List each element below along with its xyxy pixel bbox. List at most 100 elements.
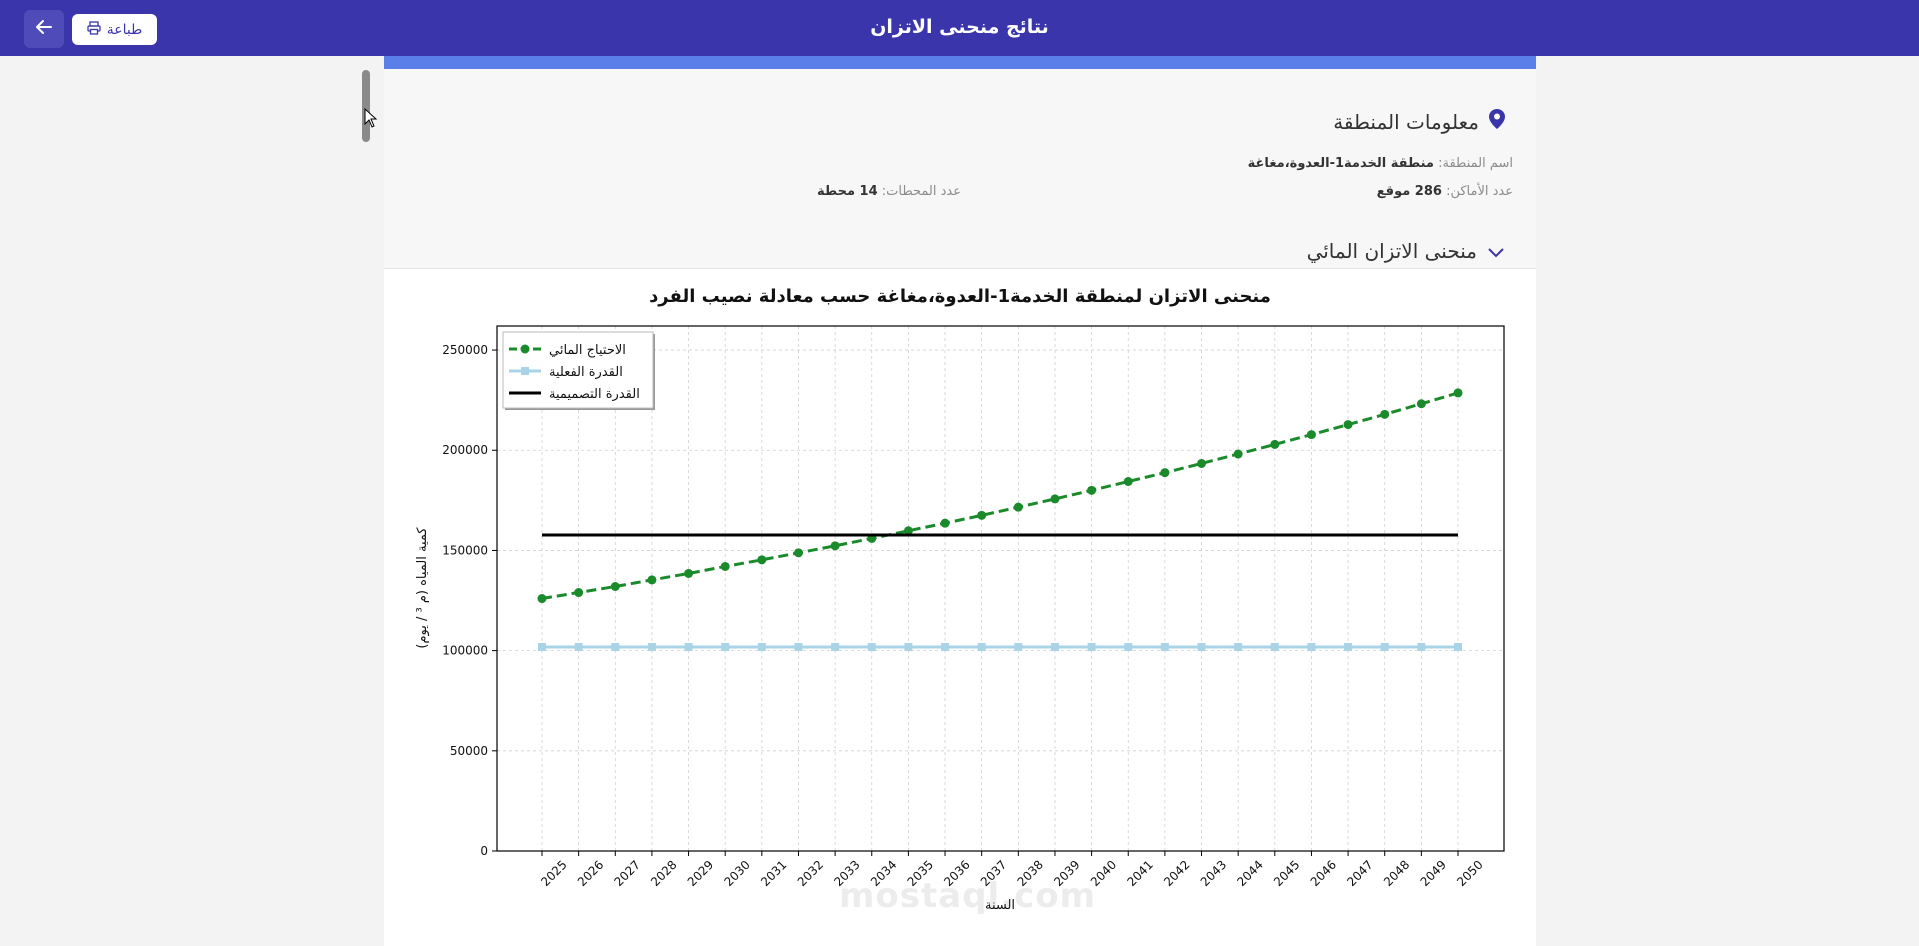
back-button[interactable] <box>24 10 64 48</box>
x-tick-label: 2027 <box>612 858 643 889</box>
legend-marker-actual <box>521 367 529 375</box>
water-demand-point <box>1160 468 1170 478</box>
chart-series <box>537 388 1463 652</box>
water-demand-point <box>1233 449 1243 459</box>
water-demand-point <box>1123 476 1133 486</box>
stations-count-value: 14 محطة <box>817 184 878 199</box>
page-title: نتائج منحنى الاتزان <box>870 16 1049 38</box>
x-tick-label: 2025 <box>538 858 569 889</box>
legend-label: القدرة التصميمية <box>549 387 640 402</box>
actual-capacity-point <box>794 643 803 652</box>
actual-capacity-point <box>1124 643 1133 652</box>
arrow-left-icon <box>35 18 53 40</box>
water-demand-point <box>537 594 547 604</box>
water-demand-point <box>977 510 987 520</box>
results-card: معلومات المنطقة اسم المنطقة: منطقة الخدم… <box>384 56 1536 946</box>
water-demand-point <box>1197 458 1207 468</box>
actual-capacity-point <box>867 643 876 652</box>
print-label: طباعة <box>106 21 143 38</box>
top-app-bar: نتائج منحنى الاتزان طباعة <box>0 0 1919 56</box>
water-demand-point <box>793 548 803 558</box>
water-demand-point <box>574 588 584 598</box>
legend-label: الاحتياج المائي <box>549 343 626 358</box>
card-accent-bar <box>384 56 1536 69</box>
actual-capacity-point <box>647 643 656 652</box>
printer-icon <box>87 20 101 39</box>
actual-capacity-point <box>1050 643 1059 652</box>
x-tick-label: 2046 <box>1308 858 1339 889</box>
x-tick-label: 2029 <box>685 858 716 889</box>
water-demand-point <box>940 518 950 528</box>
y-tick-label: 0 <box>480 844 488 858</box>
water-demand-point <box>1050 494 1060 504</box>
region-info-title: معلومات المنطقة <box>1333 109 1479 134</box>
actual-capacity-point <box>1160 643 1169 652</box>
chart-legend: الاحتياج المائي القدرة الفعلية القدرة التص… <box>502 331 655 410</box>
x-tick-label: 2043 <box>1198 858 1229 889</box>
actual-capacity-point <box>1417 643 1426 652</box>
map-pin-icon <box>1489 109 1505 134</box>
x-tick-label: 2032 <box>795 858 826 889</box>
x-tick-label: 2026 <box>575 858 606 889</box>
scrollbar-thumb[interactable] <box>362 70 370 142</box>
actual-capacity-point <box>831 643 840 652</box>
region-info-panel: معلومات المنطقة اسم المنطقة: منطقة الخدم… <box>384 69 1536 269</box>
y-axis-ticks: 0 50000 100000 150000 200000 250000 <box>442 343 497 858</box>
x-tick-label: 2047 <box>1344 858 1375 889</box>
water-demand-point <box>720 561 730 571</box>
balance-curve-title: منحنى الاتزان المائي <box>1306 239 1477 263</box>
water-demand-line <box>541 391 1459 600</box>
watermark: mostaql.com <box>839 876 1097 916</box>
actual-capacity-point <box>684 643 693 652</box>
y-tick-label: 250000 <box>442 343 488 357</box>
actual-capacity-point <box>1270 643 1279 652</box>
actual-capacity-point <box>757 643 766 652</box>
x-tick-label: 2048 <box>1381 858 1412 889</box>
water-demand-point <box>1380 409 1390 419</box>
region-info-heading: معلومات المنطقة <box>1333 109 1505 134</box>
water-demand-point <box>1416 399 1426 409</box>
places-count-row: عدد الأماكن: 286 موقع <box>1377 184 1513 199</box>
water-demand-point <box>1453 388 1463 398</box>
water-demand-point <box>684 568 694 578</box>
y-axis-label: كمية المياه (م ³ / يوم) <box>415 527 430 649</box>
region-name-value: منطقة الخدمة1-العدوة،مغاغة <box>1247 156 1434 171</box>
water-demand-point <box>757 555 767 565</box>
actual-capacity-point <box>1014 643 1023 652</box>
actual-capacity-point <box>1380 643 1389 652</box>
actual-capacity-point <box>611 643 620 652</box>
water-demand-point <box>1013 502 1023 512</box>
actual-capacity-point <box>1234 643 1243 652</box>
actual-capacity-point <box>574 643 583 652</box>
water-demand-point <box>903 526 913 536</box>
water-demand-point <box>1343 420 1353 430</box>
legend-marker-demand <box>520 344 530 354</box>
actual-capacity-point <box>1344 643 1353 652</box>
water-demand-point <box>830 541 840 551</box>
x-tick-label: 2045 <box>1271 858 1302 889</box>
water-demand-point <box>647 575 657 585</box>
chart-title: منحنى الاتزان لمنطقة الخدمة1-العدوة،مغاغ… <box>649 286 1271 307</box>
y-tick-label: 150000 <box>442 543 488 557</box>
region-name-row: اسم المنطقة: منطقة الخدمة1-العدوة،مغاغة <box>1248 156 1513 171</box>
chevron-down-icon <box>1487 239 1505 263</box>
water-demand-point <box>1270 439 1280 449</box>
actual-capacity-point <box>1454 643 1462 652</box>
x-tick-label: 2041 <box>1124 858 1155 889</box>
balance-curve-toggle[interactable]: منحنى الاتزان المائي <box>1307 239 1505 263</box>
x-tick-label: 2050 <box>1454 858 1485 889</box>
actual-capacity-point <box>904 643 913 652</box>
y-tick-label: 100000 <box>442 644 488 658</box>
actual-capacity-point <box>941 643 950 652</box>
print-button[interactable]: طباعة <box>72 14 157 45</box>
x-tick-label: 2049 <box>1418 858 1449 889</box>
x-axis-label: السنة <box>985 898 1015 913</box>
actual-capacity-point <box>1197 643 1206 652</box>
x-tick-label: 2030 <box>721 858 752 889</box>
water-demand-point <box>610 581 620 591</box>
mouse-cursor-icon <box>364 107 378 132</box>
actual-capacity-point <box>538 643 546 652</box>
water-demand-point <box>1306 430 1316 440</box>
region-name-label: اسم المنطقة: <box>1438 156 1513 171</box>
